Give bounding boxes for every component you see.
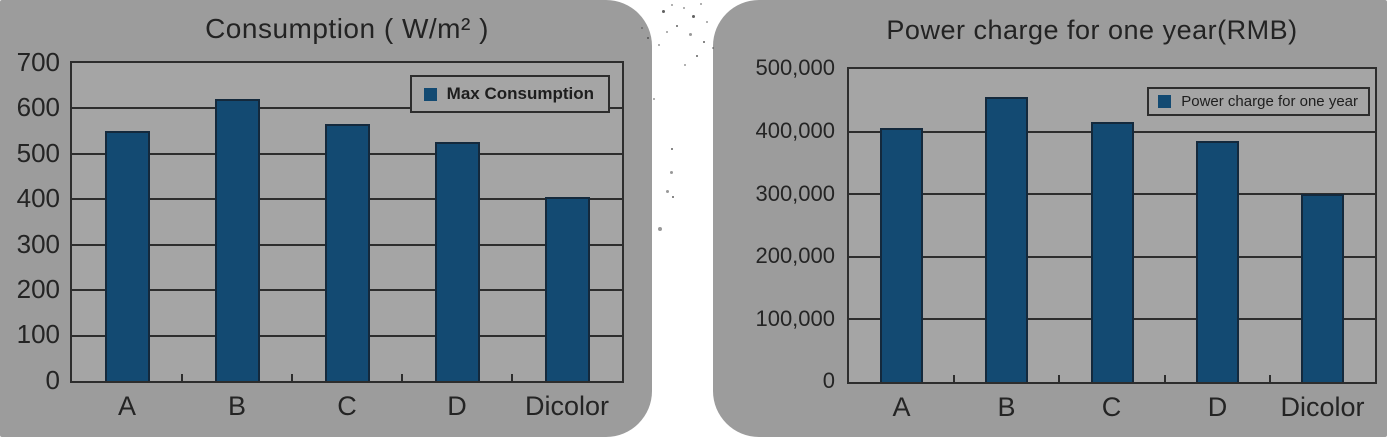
x-axis-label-a: A <box>892 392 911 422</box>
noise-speckle <box>676 25 678 27</box>
bar-a <box>880 128 923 382</box>
y-tick-label: 500,000 <box>755 55 835 80</box>
legend-label: Power charge for one year <box>1181 93 1358 110</box>
x-axis-label-d: D <box>1207 392 1228 422</box>
y-tick-label: 300,000 <box>755 181 835 206</box>
bar-a <box>105 131 150 381</box>
bar-d <box>1196 141 1239 382</box>
x-axis-tick <box>401 374 403 381</box>
y-tick-label: 100,000 <box>755 306 835 331</box>
bar-b <box>985 97 1028 382</box>
noise-speckle <box>692 15 695 18</box>
power-charge-plot-area: Power charge for one year <box>847 67 1377 384</box>
bar-b <box>215 99 260 381</box>
noise-speckle <box>684 64 686 66</box>
x-axis-label-c: C <box>1101 392 1122 422</box>
bar-d <box>435 142 480 381</box>
x-axis-label-b: B <box>997 392 1016 422</box>
x-axis-label-d: D <box>447 391 467 421</box>
x-axis-tick <box>511 374 513 381</box>
x-axis-tick <box>181 374 183 381</box>
y-tick-label: 400 <box>16 183 60 213</box>
bar-dicolor <box>1301 194 1344 382</box>
y-tick-label: 500 <box>16 138 60 168</box>
y-tick-label: 200 <box>16 274 60 304</box>
consumption-chart-title: Consumption ( W/m² ) <box>205 13 489 44</box>
noise-speckle <box>658 44 660 46</box>
noise-speckle <box>706 21 708 23</box>
x-axis-label-dicolor: Dicolor <box>1280 392 1365 422</box>
y-tick-label: 400,000 <box>755 118 835 143</box>
noise-speckle <box>641 27 643 29</box>
legend-label: Max Consumption <box>446 84 594 103</box>
bar-dicolor <box>545 197 590 381</box>
y-tick-label: 0 <box>822 368 835 393</box>
noise-speckle <box>689 33 692 36</box>
legend-marker-icon <box>423 87 437 101</box>
consumption-plot-area: Max Consumption <box>70 61 624 383</box>
noise-speckle <box>653 98 655 100</box>
noise-speckle <box>662 10 665 13</box>
power-charge-legend: Power charge for one year <box>1147 87 1370 116</box>
legend-marker-icon <box>1158 95 1172 108</box>
bar-c <box>325 124 370 381</box>
power-charge-chart-title: Power charge for one year(RMB) <box>886 15 1298 45</box>
noise-speckle <box>647 37 649 39</box>
noise-speckle <box>658 227 662 231</box>
x-axis-label-b: B <box>227 391 246 421</box>
noise-speckle <box>672 196 674 198</box>
y-tick-label: 200,000 <box>755 243 835 268</box>
noise-speckle <box>671 148 673 150</box>
noise-speckle <box>666 31 668 33</box>
noise-speckle <box>712 47 714 49</box>
noise-speckle <box>703 41 705 43</box>
noise-speckle <box>671 4 673 6</box>
x-axis-tick <box>1269 375 1271 382</box>
x-axis-tick <box>291 374 293 381</box>
y-tick-label: 100 <box>16 319 60 349</box>
x-axis-tick <box>1164 375 1166 382</box>
gridline <box>72 107 622 110</box>
bar-c <box>1091 122 1134 382</box>
y-tick-label: 700 <box>16 47 60 77</box>
noise-speckle <box>700 3 702 5</box>
y-tick-label: 300 <box>16 229 60 259</box>
noise-speckle <box>666 190 669 193</box>
noise-speckle <box>683 7 685 9</box>
x-axis-label-dicolor: Dicolor <box>524 391 610 421</box>
y-tick-label: 600 <box>16 92 60 122</box>
consumption-legend: Max Consumption <box>409 75 610 113</box>
x-axis-tick <box>953 375 955 382</box>
y-tick-label: 0 <box>45 365 60 395</box>
x-axis-label-c: C <box>337 391 357 421</box>
consumption-chart-panel: Consumption ( W/m² ) Max Consumption 0 10… <box>0 0 652 437</box>
noise-speckle <box>670 171 673 174</box>
x-axis-tick <box>1058 375 1060 382</box>
noise-speckle <box>696 55 698 57</box>
power-charge-chart-panel: Power charge for one year(RMB) Power cha… <box>713 0 1387 437</box>
x-axis-label-a: A <box>117 391 136 421</box>
